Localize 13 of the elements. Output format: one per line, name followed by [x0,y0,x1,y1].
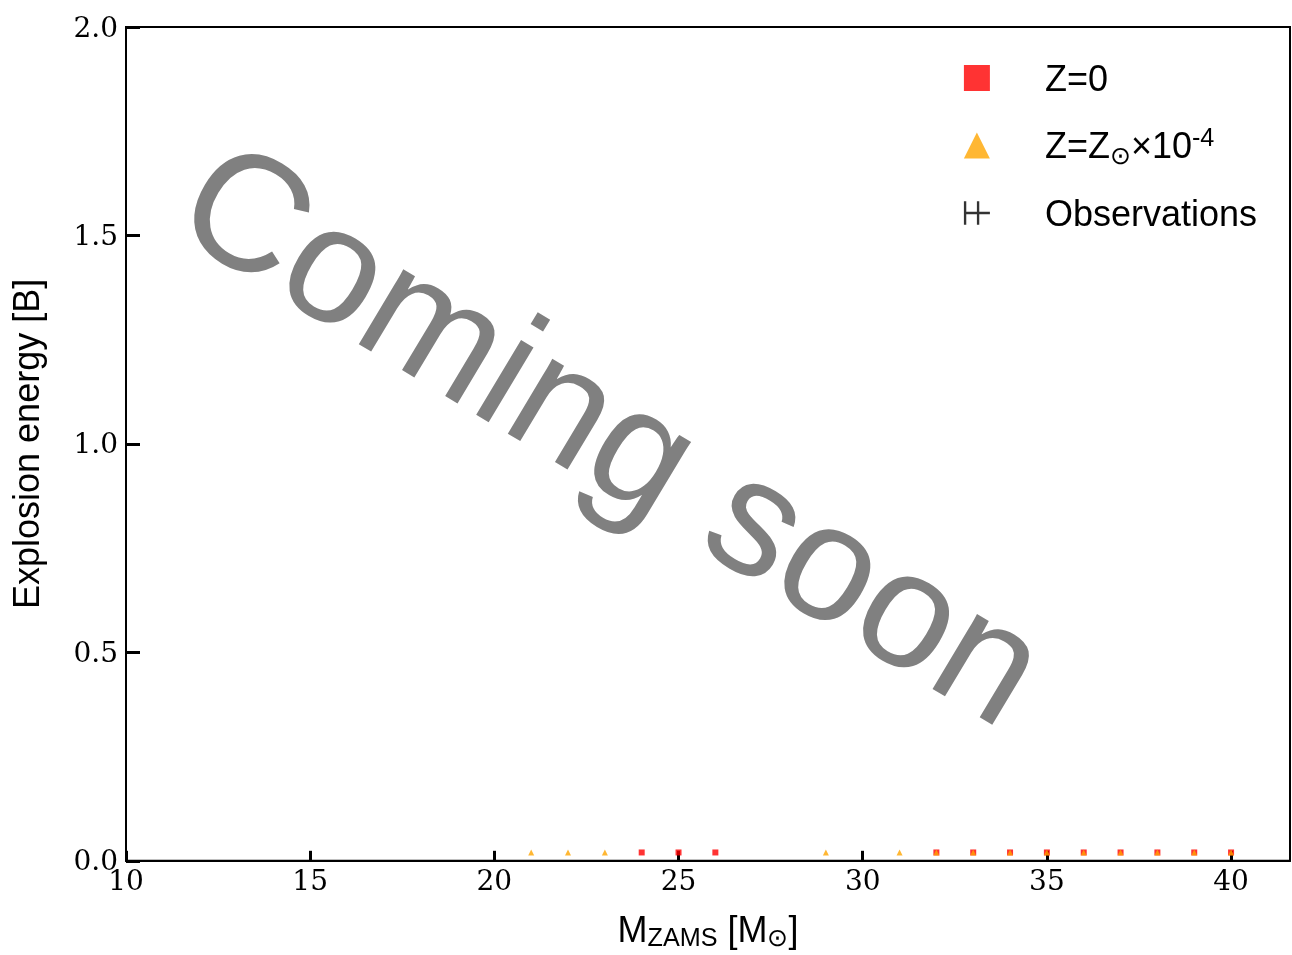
y-tick-label: 2.0 [73,10,118,44]
legend-label: Observations [1044,192,1258,234]
y-axis-title: Explosion energy [B] [5,278,47,609]
x-tick-label: 25 [660,864,697,898]
legend-label: Z=0 [1044,57,1108,99]
y-tick-label: 0.5 [73,635,118,669]
x-tick-label: 40 [1213,864,1249,898]
y-tick-label: 1.0 [73,427,118,461]
x-tick-label: 30 [844,864,881,898]
x-tick-label: 35 [1029,864,1065,898]
y-tick-label: 1.5 [73,218,118,252]
x-tick-label: 20 [476,864,513,898]
x-tick-label: 15 [292,864,328,898]
